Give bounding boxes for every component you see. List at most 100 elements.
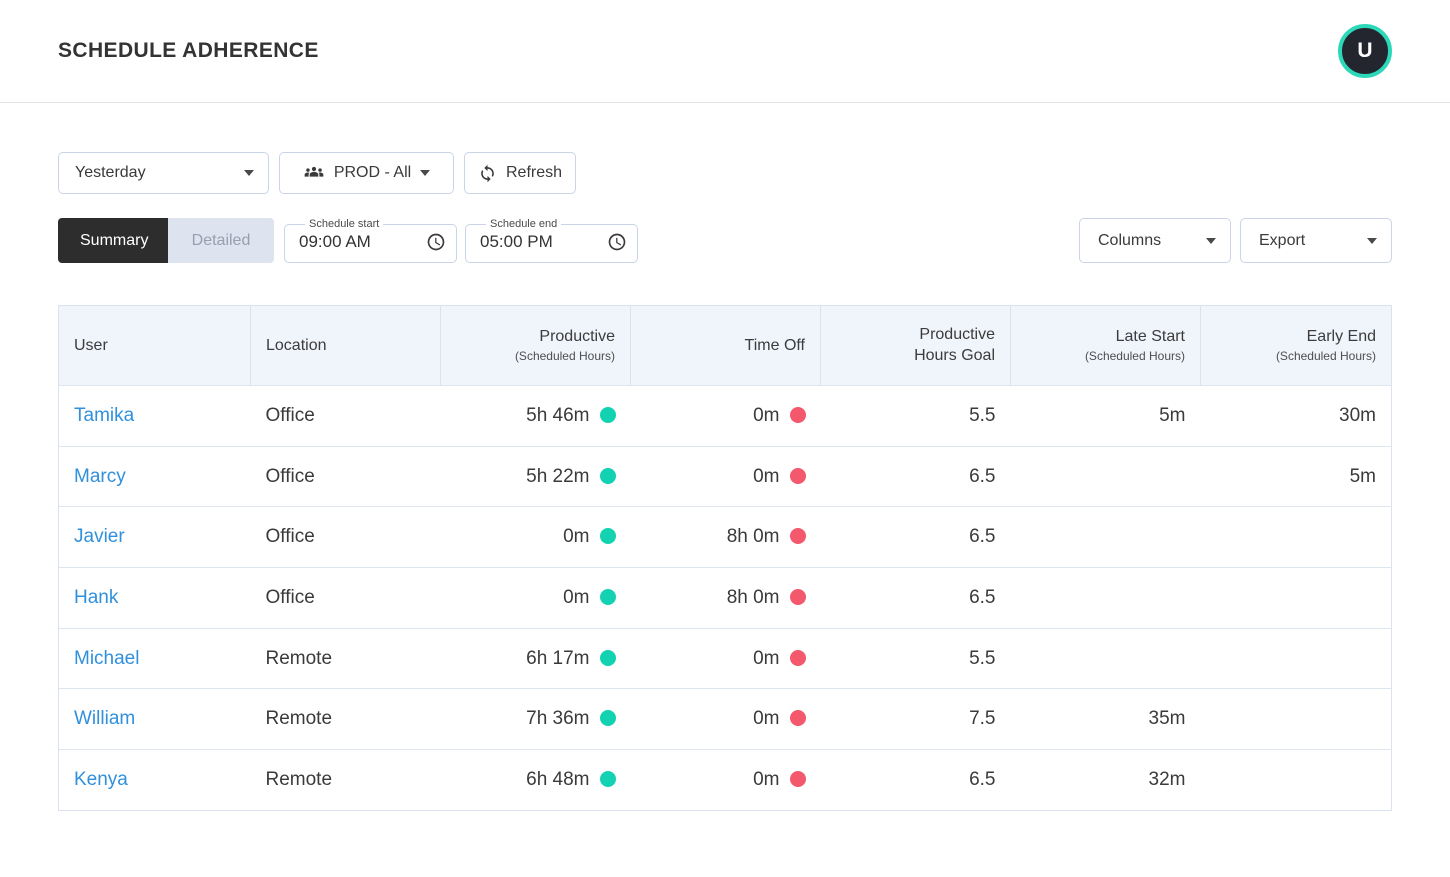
table-header: User Location Productive (Scheduled Hour… — [58, 305, 1392, 386]
cell-time-off: 8h 0m — [630, 506, 821, 568]
cell-time-off: 0m — [630, 688, 821, 750]
user-link[interactable]: Tamika — [74, 404, 135, 426]
time-off-status-dot — [789, 467, 806, 484]
columns-select[interactable]: Columns — [1079, 218, 1231, 263]
refresh-label: Refresh — [505, 164, 563, 181]
productive-status-dot — [599, 710, 616, 727]
productive-status-dot — [599, 649, 616, 666]
cell-early-end — [1200, 749, 1392, 811]
tab-summary[interactable]: Summary — [58, 218, 168, 263]
clock-icon[interactable] — [426, 232, 446, 252]
time-off-status-dot — [789, 588, 806, 605]
cell-late-start — [1010, 627, 1201, 689]
cell-early-end — [1200, 567, 1392, 629]
filter-row-secondary: Summary Detailed Schedule start Schedule… — [58, 218, 1392, 263]
adherence-table: User Location Productive (Scheduled Hour… — [58, 305, 1392, 811]
column-header: Late Start (Scheduled Hours) — [1010, 305, 1201, 386]
cell-time-off: 0m — [630, 385, 821, 447]
table-row: Hank Office 0m 8h 0m 6.5 — [58, 567, 1392, 629]
team-select[interactable]: PROD - All — [279, 152, 454, 194]
table-body: Tamika Office 5h 46m 0m 5.5 5m 30m Marcy… — [58, 385, 1392, 811]
chevron-down-icon — [244, 170, 254, 176]
cell-productive-hours-goal: 6.5 — [820, 445, 1011, 507]
user-avatar[interactable]: U — [1338, 24, 1392, 78]
cell-time-off: 0m — [630, 627, 821, 689]
cell-productive-hours-goal: 6.5 — [820, 506, 1011, 568]
refresh-icon — [481, 164, 494, 182]
cell-productive: 5h 22m — [440, 445, 631, 507]
cell-user: Javier — [58, 506, 251, 568]
cell-productive-hours-goal: 7.5 — [820, 688, 1011, 750]
column-header: Early End (Scheduled Hours) — [1200, 305, 1392, 386]
productive-status-dot — [599, 588, 616, 605]
tab-detailed[interactable]: Detailed — [168, 218, 274, 263]
cell-late-start — [1010, 567, 1201, 629]
user-link[interactable]: Michael — [74, 647, 140, 669]
cell-early-end — [1200, 688, 1392, 750]
cell-productive-hours-goal: 5.5 — [820, 385, 1011, 447]
column-header: User — [58, 305, 251, 386]
refresh-button[interactable]: Refresh — [464, 152, 576, 194]
time-off-status-dot — [789, 710, 806, 727]
table-row: Michael Remote 6h 17m 0m 5.5 — [58, 627, 1392, 689]
cell-user: Michael — [58, 627, 251, 689]
groups-icon — [304, 166, 324, 177]
columns-label: Columns — [1098, 231, 1162, 249]
cell-early-end — [1200, 506, 1392, 568]
table-row: Marcy Office 5h 22m 0m 6.5 5m — [58, 445, 1392, 507]
productive-status-dot — [599, 528, 616, 545]
cell-user: Kenya — [58, 749, 251, 811]
cell-productive-hours-goal: 5.5 — [820, 627, 1011, 689]
user-link[interactable]: William — [74, 708, 136, 730]
cell-late-start: 5m — [1010, 385, 1201, 447]
cell-location: Remote — [250, 627, 441, 689]
column-header: Productive (Scheduled Hours) — [440, 305, 631, 386]
cell-productive: 7h 36m — [440, 688, 631, 750]
column-header: Time Off — [630, 305, 821, 386]
time-off-status-dot — [789, 406, 806, 423]
user-link[interactable]: Javier — [74, 526, 125, 548]
page-title: SCHEDULE ADHERENCE — [58, 39, 319, 62]
cell-location: Office — [250, 385, 441, 447]
cell-productive: 5h 46m — [440, 385, 631, 447]
team-value: PROD - All — [333, 164, 412, 181]
export-label: Export — [1259, 231, 1306, 249]
spacer — [638, 218, 1079, 263]
cell-late-start — [1010, 445, 1201, 507]
filter-row-primary: Yesterday PROD - All Refresh — [58, 152, 1392, 194]
topbar: SCHEDULE ADHERENCE U — [0, 0, 1450, 103]
productive-status-dot — [599, 770, 616, 787]
chevron-down-icon — [1367, 237, 1377, 244]
cell-late-start: 35m — [1010, 688, 1201, 750]
schedule-end-input[interactable] — [480, 232, 585, 252]
productive-status-dot — [599, 406, 616, 423]
export-select[interactable]: Export — [1240, 218, 1392, 263]
header-row: User Location Productive (Scheduled Hour… — [58, 305, 1392, 386]
cell-location: Remote — [250, 749, 441, 811]
cell-productive-hours-goal: 6.5 — [820, 749, 1011, 811]
user-link[interactable]: Marcy — [74, 465, 126, 487]
user-link[interactable]: Hank — [74, 586, 119, 608]
cell-productive: 0m — [440, 567, 631, 629]
cell-user: Tamika — [58, 385, 251, 447]
cell-location: Remote — [250, 688, 441, 750]
time-off-status-dot — [789, 528, 806, 545]
date-range-select[interactable]: Yesterday — [58, 152, 269, 194]
schedule-start-input[interactable] — [299, 232, 404, 252]
cell-user: William — [58, 688, 251, 750]
cell-productive-hours-goal: 6.5 — [820, 567, 1011, 629]
table-row: Kenya Remote 6h 48m 0m 6.5 32m — [58, 749, 1392, 811]
column-header: Location — [250, 305, 441, 386]
cell-late-start — [1010, 506, 1201, 568]
cell-user: Marcy — [58, 445, 251, 507]
user-link[interactable]: Kenya — [74, 768, 128, 790]
cell-early-end: 30m — [1200, 385, 1392, 447]
cell-late-start: 32m — [1010, 749, 1201, 811]
cell-productive: 0m — [440, 506, 631, 568]
cell-user: Hank — [58, 567, 251, 629]
clock-icon[interactable] — [607, 232, 627, 252]
cell-location: Office — [250, 445, 441, 507]
cell-time-off: 8h 0m — [630, 567, 821, 629]
cell-time-off: 0m — [630, 445, 821, 507]
time-off-status-dot — [789, 649, 806, 666]
